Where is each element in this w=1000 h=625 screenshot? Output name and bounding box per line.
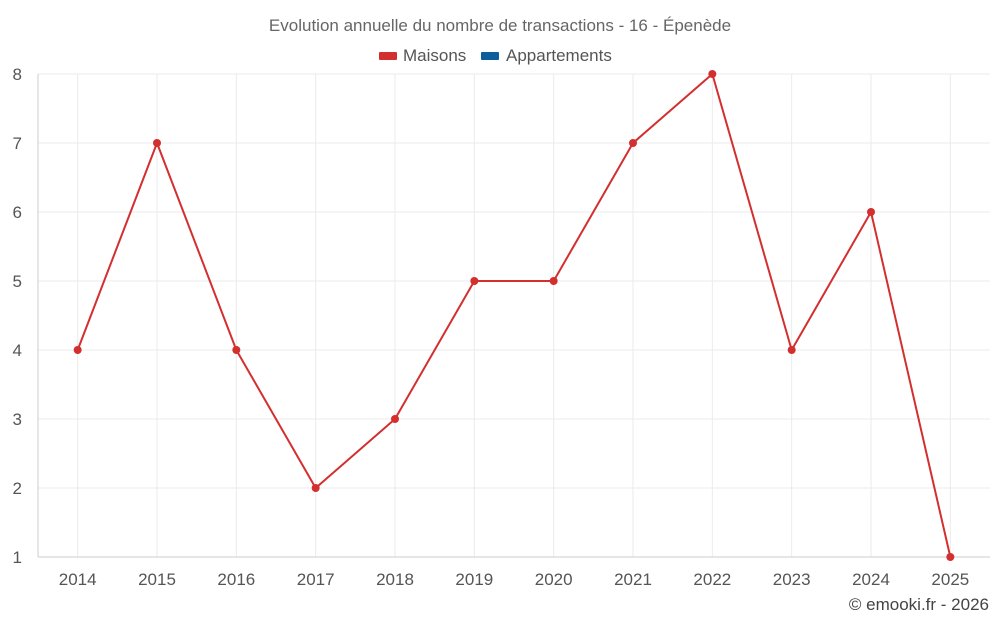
series-maisons bbox=[73, 70, 955, 561]
credit-text: © emooki.fr - 2026 bbox=[849, 595, 989, 614]
data-point-2018[interactable] bbox=[391, 415, 399, 423]
y-tick-label: 6 bbox=[13, 203, 22, 222]
data-point-2019[interactable] bbox=[470, 277, 479, 285]
data-point-2014[interactable] bbox=[73, 346, 82, 354]
y-tick-label: 5 bbox=[13, 272, 22, 291]
x-tick-label: 2021 bbox=[614, 570, 652, 589]
x-tick-label: 2018 bbox=[376, 570, 414, 589]
x-tick-label: 2023 bbox=[773, 570, 811, 589]
data-point-2025[interactable] bbox=[946, 553, 955, 561]
legend-label-appartements: Appartements bbox=[506, 46, 612, 65]
x-tick-label: 2014 bbox=[59, 570, 97, 589]
y-tick-label: 2 bbox=[13, 479, 22, 498]
x-tick-label: 2017 bbox=[297, 570, 335, 589]
data-point-2015[interactable] bbox=[153, 139, 161, 147]
data-point-2020[interactable] bbox=[549, 277, 558, 285]
data-point-2021[interactable] bbox=[629, 139, 637, 147]
x-tick-label: 2020 bbox=[535, 570, 573, 589]
data-point-2016[interactable] bbox=[232, 346, 241, 354]
chart-title: Evolution annuelle du nombre de transact… bbox=[269, 16, 731, 35]
legend-item-appartements[interactable]: Appartements bbox=[481, 46, 612, 65]
data-point-2024[interactable] bbox=[867, 208, 875, 216]
y-tick-label: 1 bbox=[13, 548, 22, 567]
axes: 1 2 3 4 5 6 7 8 2014 2015 2016 2017 2018 2019 2020 2021… bbox=[13, 65, 990, 589]
series-line-maisons bbox=[76, 73, 952, 558]
legend-swatch-appartements bbox=[481, 52, 499, 60]
x-tick-label: 2022 bbox=[693, 570, 731, 589]
grid bbox=[38, 73, 990, 557]
y-tick-label: 4 bbox=[13, 341, 22, 360]
data-point-2017[interactable] bbox=[311, 484, 320, 492]
data-point-2022[interactable] bbox=[708, 70, 717, 78]
legend-item-maisons[interactable]: Maisons bbox=[379, 46, 466, 65]
legend: Maisons Appartements bbox=[379, 46, 612, 65]
legend-label-maisons: Maisons bbox=[403, 46, 466, 65]
x-tick-label: 2025 bbox=[931, 570, 969, 589]
legend-swatch-maisons bbox=[379, 52, 397, 60]
y-tick-label: 7 bbox=[13, 134, 22, 153]
x-tick-label: 2016 bbox=[217, 570, 255, 589]
y-tick-label: 3 bbox=[13, 410, 22, 429]
data-point-2023[interactable] bbox=[787, 346, 796, 354]
x-tick-label: 2015 bbox=[138, 570, 176, 589]
x-tick-label: 2024 bbox=[852, 570, 890, 589]
y-tick-label: 8 bbox=[13, 65, 22, 84]
x-tick-label: 2019 bbox=[455, 570, 493, 589]
